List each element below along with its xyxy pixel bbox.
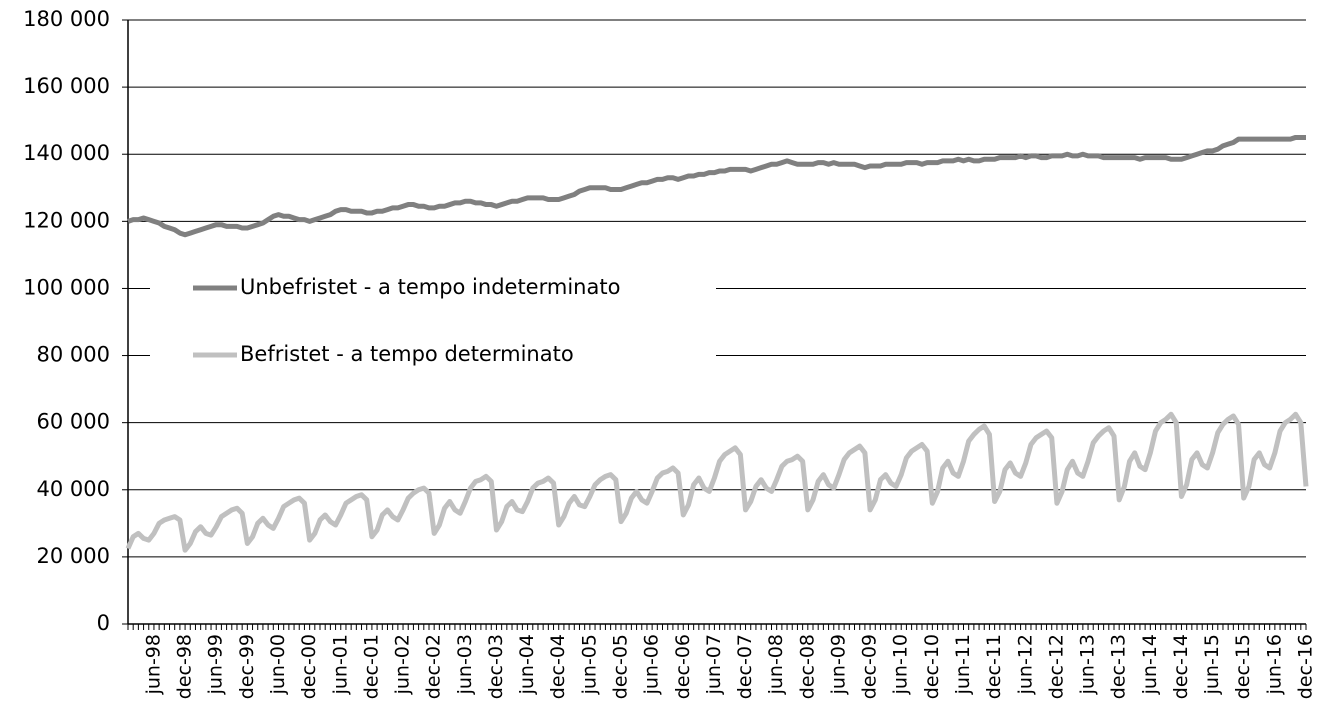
y-tick-label: 80 000	[37, 343, 110, 367]
y-tick-label: 140 000	[23, 141, 110, 165]
x-tick-label: dec-10	[921, 634, 943, 699]
x-tick-label: jun-11	[952, 634, 974, 695]
y-tick-label: 60 000	[37, 410, 110, 434]
legend-label: Unbefristet - a tempo indeterminato	[240, 275, 620, 299]
x-tick-label: jun-06	[641, 634, 663, 695]
x-tick-label: jun-99	[205, 634, 227, 695]
x-tick-label: jun-00	[267, 634, 289, 695]
x-tick-label: dec-03	[485, 634, 507, 699]
x-tick-label: jun-03	[454, 634, 476, 695]
x-tick-label: jun-13	[1077, 634, 1099, 695]
x-tick-label: dec-04	[547, 634, 569, 699]
x-tick-label: dec-14	[1170, 634, 1192, 699]
x-tick-label: dec-01	[360, 634, 382, 699]
x-tick-label: jun-15	[1201, 634, 1223, 695]
x-tick-label: dec-08	[796, 634, 818, 699]
x-tick-label: jun-14	[1139, 634, 1161, 695]
x-tick-label: dec-05	[609, 634, 631, 699]
x-tick-label: jun-09	[827, 634, 849, 695]
x-tick-label: jun-16	[1263, 634, 1285, 695]
legend-label: Befristet - a tempo determinato	[240, 342, 574, 366]
series-line	[125, 411, 1309, 553]
y-tick-label: 0	[97, 611, 110, 635]
series-line	[127, 134, 1306, 238]
y-tick-label: 160 000	[23, 74, 110, 98]
x-tick-label: jun-04	[516, 634, 538, 695]
x-tick-label: dec-06	[672, 634, 694, 699]
x-tick-label: dec-00	[298, 634, 320, 699]
y-tick-label: 20 000	[37, 544, 110, 568]
y-tick-label: 100 000	[23, 275, 110, 299]
x-tick-label: jun-01	[329, 634, 351, 695]
x-tick-label: jun-05	[578, 634, 600, 695]
x-tick-label: jun-10	[890, 634, 912, 695]
x-tick-label: dec-11	[983, 634, 1005, 699]
x-tick-label: jun-07	[703, 634, 725, 695]
x-tick-label: dec-15	[1232, 634, 1254, 699]
x-tick-label: dec-07	[734, 634, 756, 699]
x-tick-label: dec-99	[236, 634, 258, 699]
x-tick-label: dec-13	[1108, 634, 1130, 699]
x-tick-label: jun-08	[765, 634, 787, 695]
x-tick-label: dec-02	[423, 634, 445, 699]
x-tick-label: jun-12	[1014, 634, 1036, 695]
x-tick-label: jun-02	[392, 634, 414, 695]
x-tick-label: jun-98	[142, 634, 164, 695]
y-tick-label: 40 000	[37, 477, 110, 501]
legend-box	[150, 262, 716, 382]
y-tick-label: 180 000	[23, 7, 110, 31]
x-tick-label: dec-16	[1295, 634, 1317, 699]
x-tick-label: dec-09	[859, 634, 881, 699]
x-tick-label: dec-98	[174, 634, 196, 699]
y-tick-label: 120 000	[23, 208, 110, 232]
x-tick-label: dec-12	[1045, 634, 1067, 699]
